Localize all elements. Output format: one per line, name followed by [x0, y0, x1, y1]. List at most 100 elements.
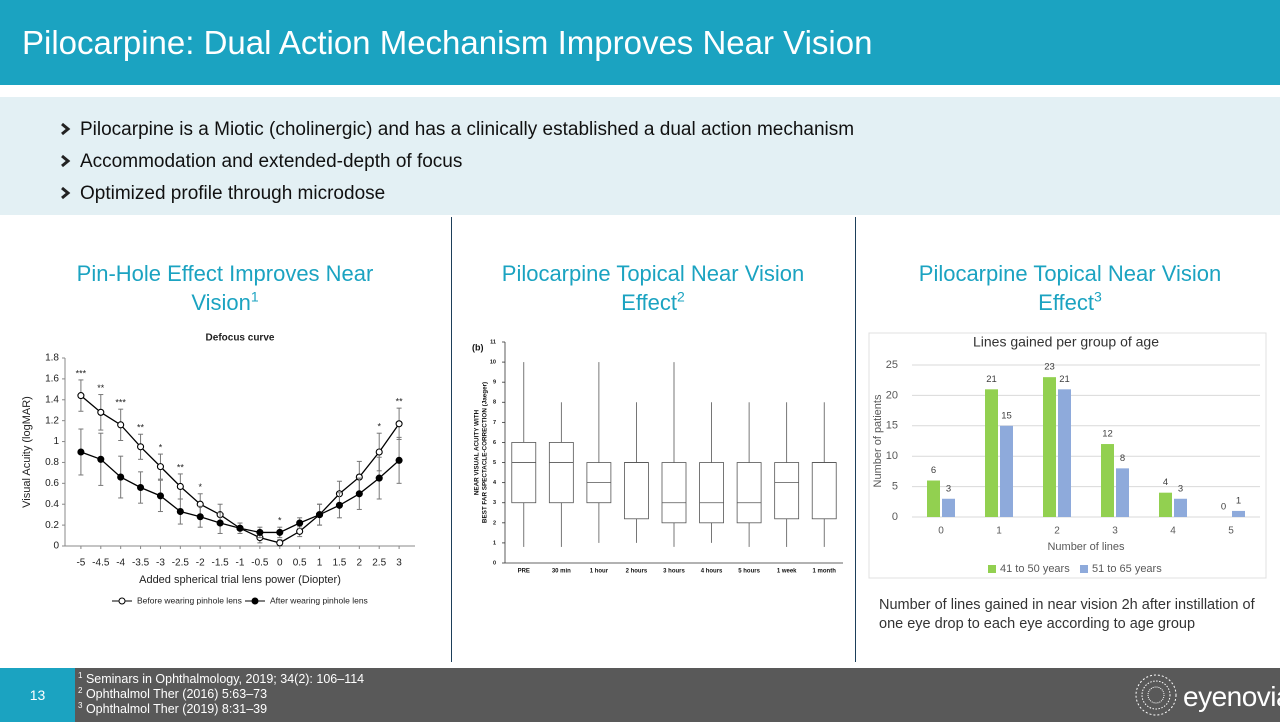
- x-tick-label: 0: [938, 526, 944, 537]
- bar: [1058, 389, 1071, 517]
- bullet: Optimized profile through microdose: [80, 183, 386, 204]
- data-label: 3: [1178, 483, 1183, 494]
- bullet-icon: [61, 154, 71, 168]
- point: [156, 492, 165, 500]
- bar: [1159, 492, 1172, 517]
- point: [296, 527, 304, 535]
- point: [77, 392, 85, 400]
- x-tick-label: 0: [277, 558, 283, 569]
- y-tick-label: 2: [493, 520, 496, 526]
- x-tick-label: -3.5: [132, 558, 150, 569]
- bar: [1101, 444, 1114, 517]
- significance-label: **: [396, 397, 404, 407]
- slide-title: Pilocarpine: Dual Action Mechanism Impro…: [22, 24, 873, 61]
- significance-label: **: [97, 383, 105, 393]
- panel-label: (b): [472, 342, 484, 352]
- y-axis-label: Visual Acuity (logMAR): [21, 396, 33, 508]
- point: [395, 456, 403, 464]
- x-tick-label: 5 hours: [738, 569, 760, 575]
- box: [511, 442, 537, 504]
- significance-label: **: [177, 462, 185, 472]
- y-tick-label: 1.2: [45, 415, 59, 426]
- y-tick-label: 4: [493, 480, 497, 486]
- y-axis-label: Number of patients: [872, 394, 884, 487]
- box: [736, 462, 762, 524]
- bullet: Accommodation and extended-depth of focu…: [80, 151, 463, 172]
- legend-swatch: [988, 565, 996, 573]
- data-label: 12: [1102, 429, 1113, 440]
- data-label: 4: [1163, 477, 1168, 488]
- divider: [855, 217, 856, 662]
- legend-marker: [251, 597, 259, 605]
- point: [117, 421, 125, 429]
- x-tick-label: -5: [76, 558, 85, 569]
- data-label: 0: [1221, 502, 1226, 513]
- point: [137, 443, 145, 451]
- significance-label: *: [278, 516, 282, 526]
- chart-title: Lines gained per group of age: [973, 334, 1159, 350]
- y-tick-label: 1.8: [45, 353, 59, 364]
- box: [699, 462, 724, 524]
- bar: [1232, 510, 1245, 517]
- y-tick-label: 15: [886, 420, 898, 432]
- y-tick-label: 0.6: [45, 478, 59, 489]
- y-tick-label: 0: [892, 511, 898, 523]
- box: [548, 442, 574, 504]
- legend-label: Before wearing pinhole lens: [137, 595, 242, 605]
- x-tick-label: 1: [317, 558, 323, 569]
- y-tick-label: 5: [493, 460, 496, 466]
- point: [216, 519, 224, 527]
- x-tick-label: 3: [396, 558, 402, 569]
- bullet-band: Pilocarpine is a Miotic (cholinergic) an…: [0, 97, 1280, 215]
- box: [811, 462, 837, 520]
- point: [355, 490, 363, 498]
- legend-label: After wearing pinhole lens: [270, 595, 368, 605]
- x-tick-label: -2.5: [172, 558, 190, 569]
- significance-label: *: [377, 422, 381, 432]
- y-tick-label: 0.4: [45, 499, 59, 510]
- x-tick-label: PRE: [518, 569, 530, 575]
- bar: [1000, 425, 1013, 517]
- legend-label: 41 to 50 years: [1000, 563, 1070, 575]
- point: [176, 507, 184, 516]
- bar: [1116, 468, 1129, 517]
- panel-heading: Pin-Hole Effect Improves Near Vision1: [76, 261, 374, 315]
- y-tick-label: 1.4: [45, 394, 59, 405]
- x-tick-label: -1.5: [211, 558, 229, 569]
- x-tick-label: -0.5: [251, 558, 269, 569]
- point: [156, 463, 165, 471]
- point: [137, 483, 145, 492]
- significance-label: *: [198, 482, 202, 492]
- x-tick-label: 2 hours: [626, 569, 648, 575]
- x-tick-label: 1 month: [813, 569, 837, 575]
- x-tick-label: -1: [236, 558, 245, 569]
- x-tick-label: 1: [996, 526, 1002, 537]
- y-tick-label: 6: [493, 440, 496, 446]
- point: [236, 524, 244, 532]
- y-tick-label: 1.6: [45, 374, 59, 385]
- x-tick-label: 4: [1170, 526, 1176, 537]
- page-number: 13: [0, 668, 75, 722]
- point: [256, 528, 264, 536]
- significance-label: ***: [115, 398, 126, 408]
- x-tick-label: -4: [116, 558, 125, 569]
- bar: [942, 498, 955, 517]
- y-tick-label: 9: [493, 380, 496, 386]
- y-tick-label: 0: [493, 560, 496, 566]
- caption: Number of lines gained in near vision 2h…: [879, 597, 1255, 632]
- y-tick-label: 1: [53, 436, 59, 447]
- x-tick-label: 2: [357, 558, 363, 569]
- footnote: 2 Ophthalmol Ther (2016) 5:63–73: [78, 686, 268, 702]
- x-tick-label: 3: [1112, 526, 1118, 537]
- y-tick-label: 0: [53, 541, 59, 552]
- point: [296, 519, 304, 527]
- y-tick-label: 1: [493, 540, 496, 546]
- box: [774, 462, 800, 520]
- point: [77, 448, 85, 456]
- bar: [1174, 498, 1187, 517]
- x-tick-label: 1 week: [777, 569, 797, 575]
- bar: [927, 480, 940, 517]
- data-label: 1: [1236, 495, 1241, 506]
- significance-label: ***: [76, 368, 87, 378]
